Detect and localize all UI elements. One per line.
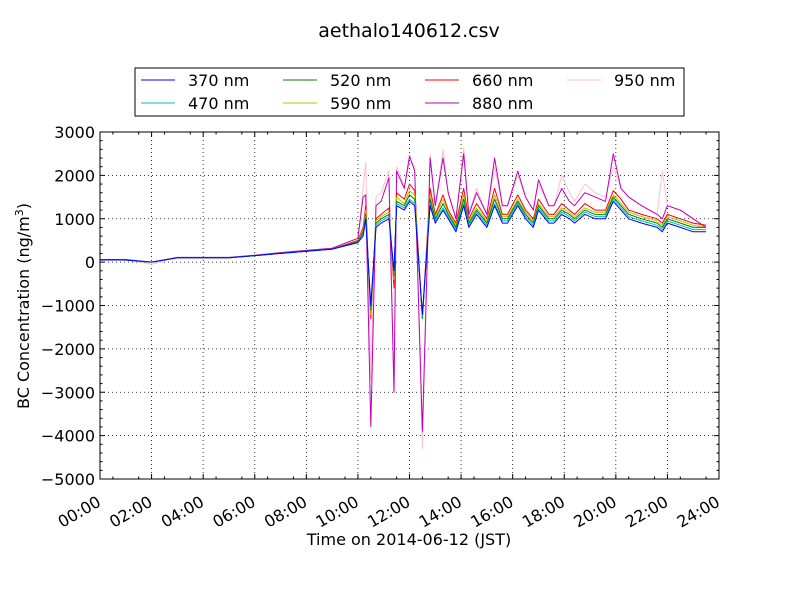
y-tick-label: −2000: [41, 340, 95, 359]
legend: 370 nm 470 nm 520 nm 590 nm 660 nm 880 nm 950 …: [134, 67, 685, 117]
y-tick-label: 3000: [54, 123, 95, 142]
y-tick-label: −4000: [41, 427, 95, 446]
legend-label: 660 nm: [472, 71, 533, 90]
y-tick-label: −5000: [41, 470, 95, 489]
y-axis-label: BC Concentration (ng/m3): [13, 203, 33, 409]
legend-label: 520 nm: [330, 71, 391, 90]
chart-title: aethalo140612.csv: [318, 20, 500, 42]
series-line-370-nm: [100, 200, 707, 315]
legend-label: 880 nm: [472, 94, 533, 113]
y-axis-label-superscript: 3: [13, 209, 26, 216]
series-layer: [100, 146, 707, 450]
y-tick-label: 2000: [54, 166, 95, 185]
legend-label: 590 nm: [330, 94, 391, 113]
y-tick-label: 0: [85, 253, 95, 272]
legend-label: 950 nm: [614, 71, 675, 90]
legend-label: 470 nm: [188, 94, 249, 113]
series-line-880-nm: [100, 153, 707, 432]
tick-layer: [99, 131, 720, 480]
y-tick-labels: −5000 −4000 −3000 −2000 −1000 0 1000 2000 3000: [41, 123, 95, 489]
y-tick-label: −1000: [41, 297, 95, 316]
legend-label: 370 nm: [188, 71, 249, 90]
y-axis-label-main: BC Concentration (ng/m: [14, 216, 33, 409]
legend-box: [134, 67, 685, 117]
y-tick-label: −3000: [41, 383, 95, 402]
x-axis-label: Time on 2014-06-12 (JST): [306, 530, 511, 549]
y-tick-label: 1000: [54, 210, 95, 229]
y-axis-label-close: ): [14, 203, 33, 209]
